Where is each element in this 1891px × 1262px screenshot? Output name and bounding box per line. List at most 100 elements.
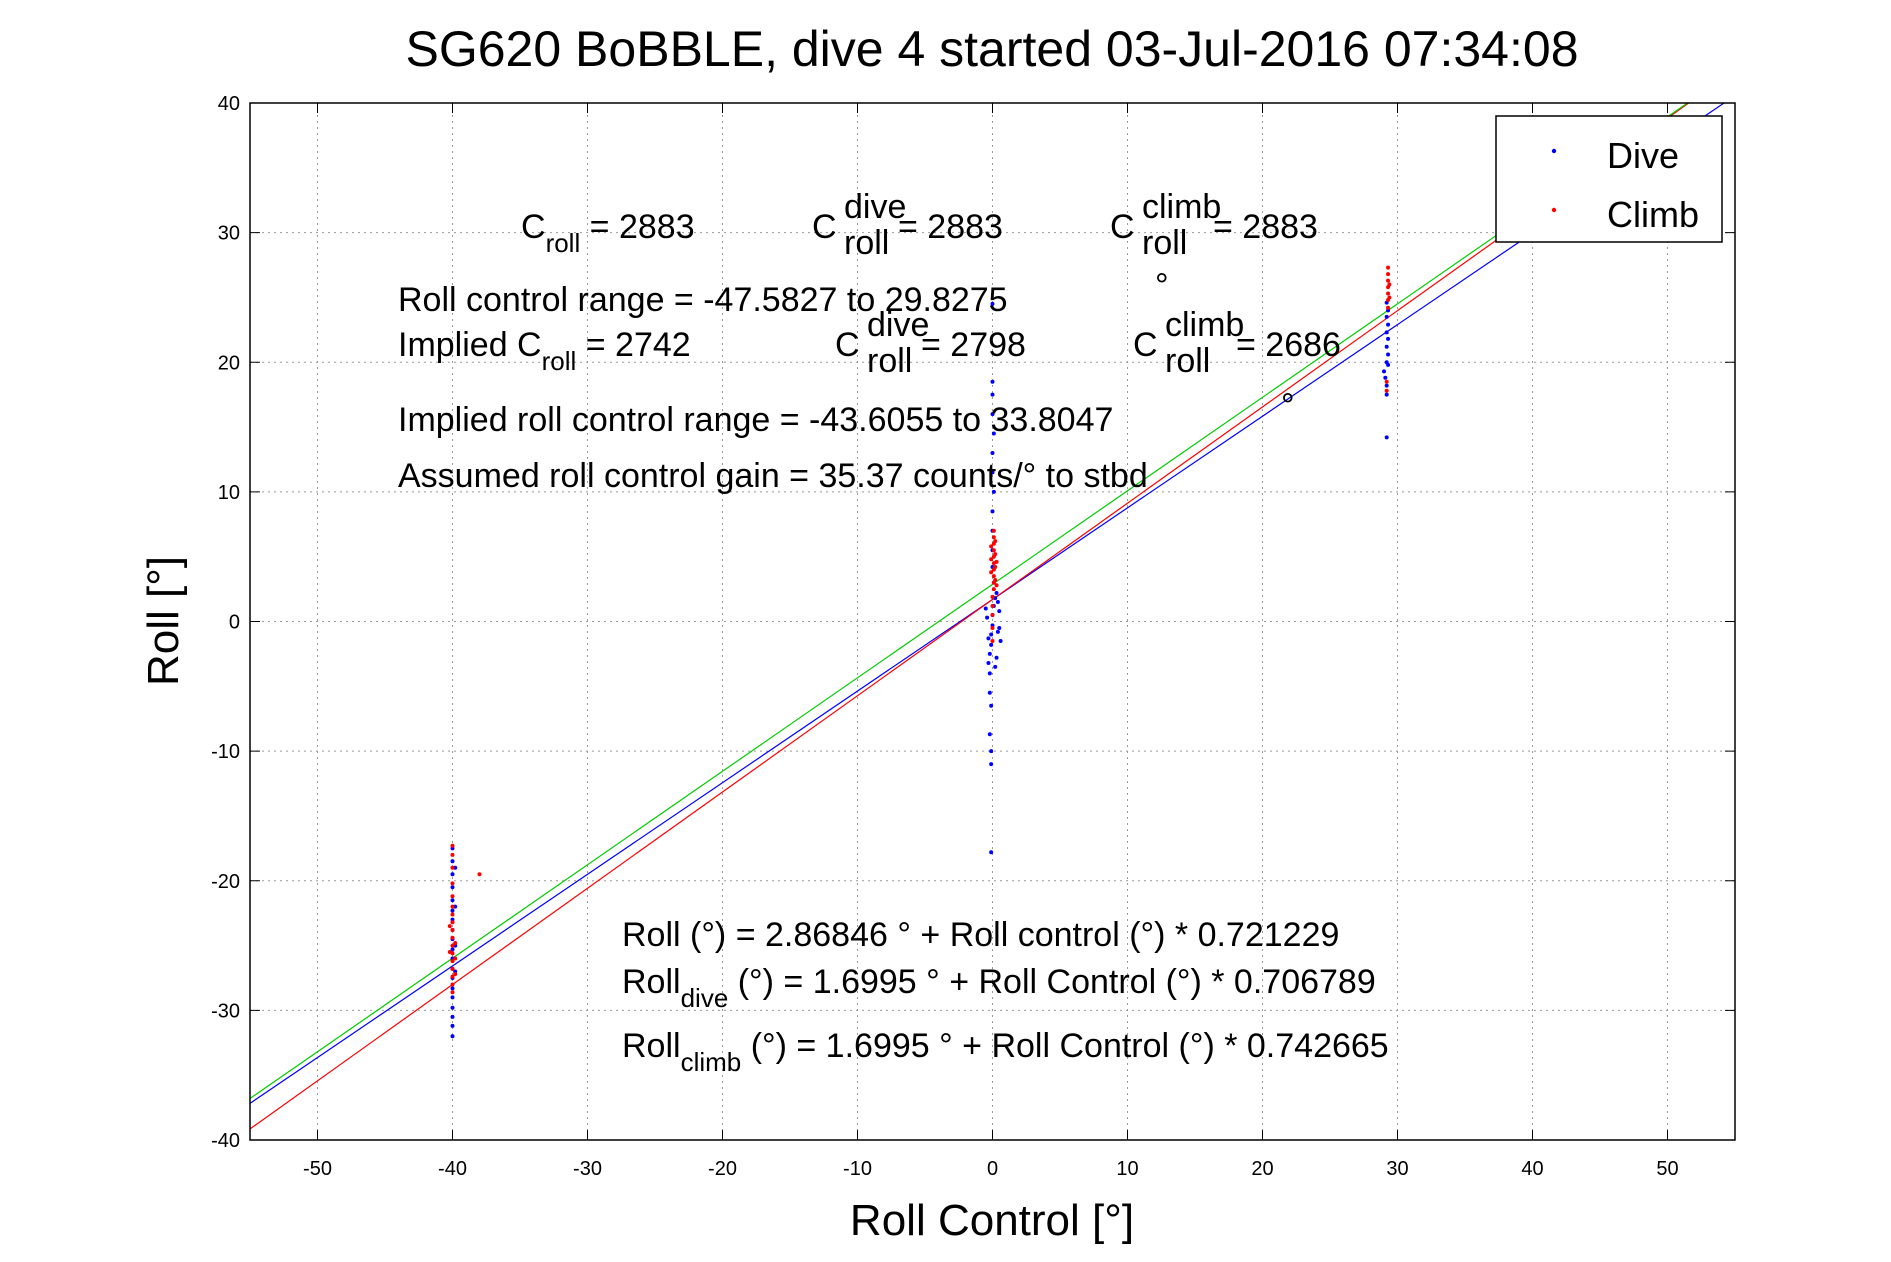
annotation-implied-c-roll-dive-value: = 2798 <box>921 326 1026 364</box>
y-tick-label: 40 <box>218 93 240 115</box>
data-point-climb <box>989 570 994 575</box>
data-point-dive <box>986 660 991 665</box>
data-point-climb <box>1386 291 1391 296</box>
data-point-climb <box>1386 278 1391 283</box>
annotation-c-roll-dive-value: = 2883 <box>898 208 1003 246</box>
data-point-dive <box>1384 330 1389 335</box>
data-point-dive <box>993 664 998 669</box>
data-point-climb <box>1387 282 1392 287</box>
data-point-dive <box>989 850 994 855</box>
data-point-dive <box>990 470 995 475</box>
legend-marker-climb <box>1551 207 1557 213</box>
data-point-dive <box>1384 344 1389 349</box>
data-point-climb <box>453 972 458 977</box>
data-point-dive <box>450 872 455 877</box>
annotation-eq-dive: Rolldive (°) = 1.6995 ° + Roll Control (… <box>622 963 1376 1013</box>
legend-marker-dive <box>1551 148 1557 154</box>
x-tick-label: 30 <box>1386 1158 1408 1180</box>
data-point-dive <box>987 732 992 737</box>
x-tick-label: -20 <box>708 1158 737 1180</box>
fit-line <box>250 103 1690 1130</box>
annotation-c-roll-climb-sub: roll <box>1142 224 1187 262</box>
data-point-climb <box>450 865 455 870</box>
data-point-climb <box>1387 295 1392 300</box>
data-point-climb <box>991 574 996 579</box>
data-point-dive <box>1384 392 1389 397</box>
data-point-dive <box>1386 322 1391 327</box>
data-point-climb <box>450 852 455 857</box>
data-point-climb <box>1386 305 1391 310</box>
data-point-dive <box>1384 435 1389 440</box>
annotation-c-roll-climb: C <box>1110 208 1135 246</box>
data-point-dive <box>1386 352 1391 357</box>
data-point-climb <box>477 872 482 877</box>
data-point-climb <box>450 894 455 899</box>
data-point-climb <box>991 587 996 592</box>
annotation-implied-c-roll-climb: C <box>1133 326 1158 364</box>
y-tick-label: -10 <box>211 741 240 763</box>
data-point-dive <box>998 638 1003 643</box>
data-point-dive <box>450 1023 455 1028</box>
data-point-dive <box>1384 314 1389 319</box>
data-point-dive <box>990 379 995 384</box>
data-point-climb <box>991 548 996 553</box>
data-point-climb <box>990 603 995 608</box>
data-point-dive <box>450 1034 455 1039</box>
data-point-dive <box>985 615 990 620</box>
annotation-implied-range-degree: ° <box>1281 387 1295 425</box>
annotation-c-roll-dive-sup: dive <box>844 188 906 226</box>
data-point-climb <box>993 539 998 544</box>
annotation-assumed-gain: Assumed roll control gain = 35.37 counts… <box>398 457 1148 495</box>
annotation-implied-c-roll-dive-sup: dive <box>867 306 929 344</box>
x-tick-label: 40 <box>1521 1158 1543 1180</box>
annotation-implied-c-roll: Implied Croll = 2742 <box>398 326 691 376</box>
x-tick-label: -10 <box>843 1158 872 1180</box>
legend: Dive Climb <box>1495 115 1723 243</box>
data-point-dive <box>1382 369 1386 374</box>
x-tick-label: -30 <box>573 1158 602 1180</box>
annotation-c-roll: Croll = 2883 <box>521 208 695 258</box>
data-point-climb <box>989 557 994 562</box>
data-point-dive <box>989 762 994 767</box>
data-point-dive <box>995 629 1000 634</box>
x-tick-label: -40 <box>438 1158 467 1180</box>
x-tick-label: 50 <box>1656 1158 1678 1180</box>
data-point-dive <box>990 412 995 417</box>
annotation-implied-c-roll-climb-sub: roll <box>1165 342 1210 380</box>
annotation-c-roll-dive: C <box>812 208 837 246</box>
annotation-eq-climb: Rollclimb (°) = 1.6995 ° + Roll Control … <box>622 1027 1389 1077</box>
data-point-climb <box>1386 272 1391 277</box>
data-point-climb <box>450 943 455 948</box>
y-tick-label: 30 <box>218 223 240 245</box>
data-point-climb <box>990 594 995 599</box>
y-tick-label: -40 <box>211 1130 240 1152</box>
data-point-climb <box>994 583 999 588</box>
annotation-c-roll-climb-sup: climb <box>1142 188 1221 226</box>
data-point-dive <box>989 642 994 647</box>
data-point-dive <box>983 606 988 611</box>
x-tick-label: 20 <box>1251 1158 1273 1180</box>
data-point-dive <box>450 898 455 903</box>
data-point-climb <box>990 638 995 643</box>
data-point-climb <box>450 928 455 933</box>
annotation-eq-all: Roll (°) = 2.86846 ° + Roll control (°) … <box>622 916 1339 954</box>
annotation-c-roll-climb-value: = 2883 <box>1213 208 1318 246</box>
data-point-climb <box>450 935 455 940</box>
data-point-dive <box>450 947 455 952</box>
annotation-roll-range-degree: ° <box>1155 267 1169 305</box>
data-point-climb <box>993 578 998 583</box>
data-point-climb <box>450 920 455 925</box>
data-point-dive <box>987 690 992 695</box>
y-axis-label: Roll [°] <box>139 556 188 686</box>
data-point-dive <box>450 885 455 890</box>
data-point-dive <box>989 703 994 708</box>
annotation-implied-c-roll-climb-sup: climb <box>1165 306 1244 344</box>
data-point-dive <box>997 625 1002 630</box>
data-point-dive <box>1386 336 1391 341</box>
annotation-implied-c-roll-dive: C <box>835 326 860 364</box>
data-point-dive <box>987 671 992 676</box>
data-point-dive <box>994 590 999 595</box>
data-point-climb <box>450 982 455 987</box>
data-point-climb <box>453 940 458 945</box>
